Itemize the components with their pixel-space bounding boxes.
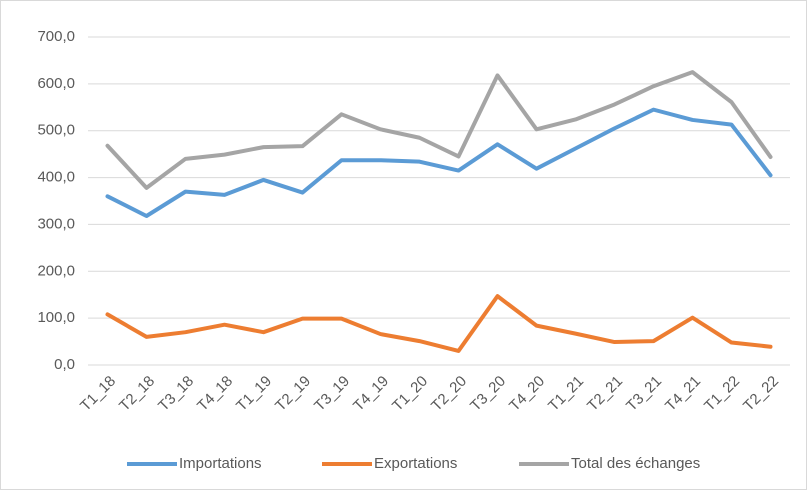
y-tick-label: 0,0 — [54, 356, 75, 373]
y-tick-label: 100,0 — [37, 309, 75, 326]
legend-label: Total des échanges — [571, 455, 700, 472]
y-tick-label: 400,0 — [37, 169, 75, 186]
y-tick-label: 500,0 — [37, 122, 75, 139]
series-line — [105, 107, 773, 218]
legend-label: Exportations — [374, 455, 457, 472]
series-line — [105, 294, 773, 353]
series-line — [105, 70, 773, 190]
legend-label: Importations — [179, 455, 262, 472]
y-tick-label: 700,0 — [37, 28, 75, 45]
y-tick-label: 600,0 — [37, 75, 75, 92]
y-tick-label: 300,0 — [37, 215, 75, 232]
y-tick-label: 200,0 — [37, 262, 75, 279]
